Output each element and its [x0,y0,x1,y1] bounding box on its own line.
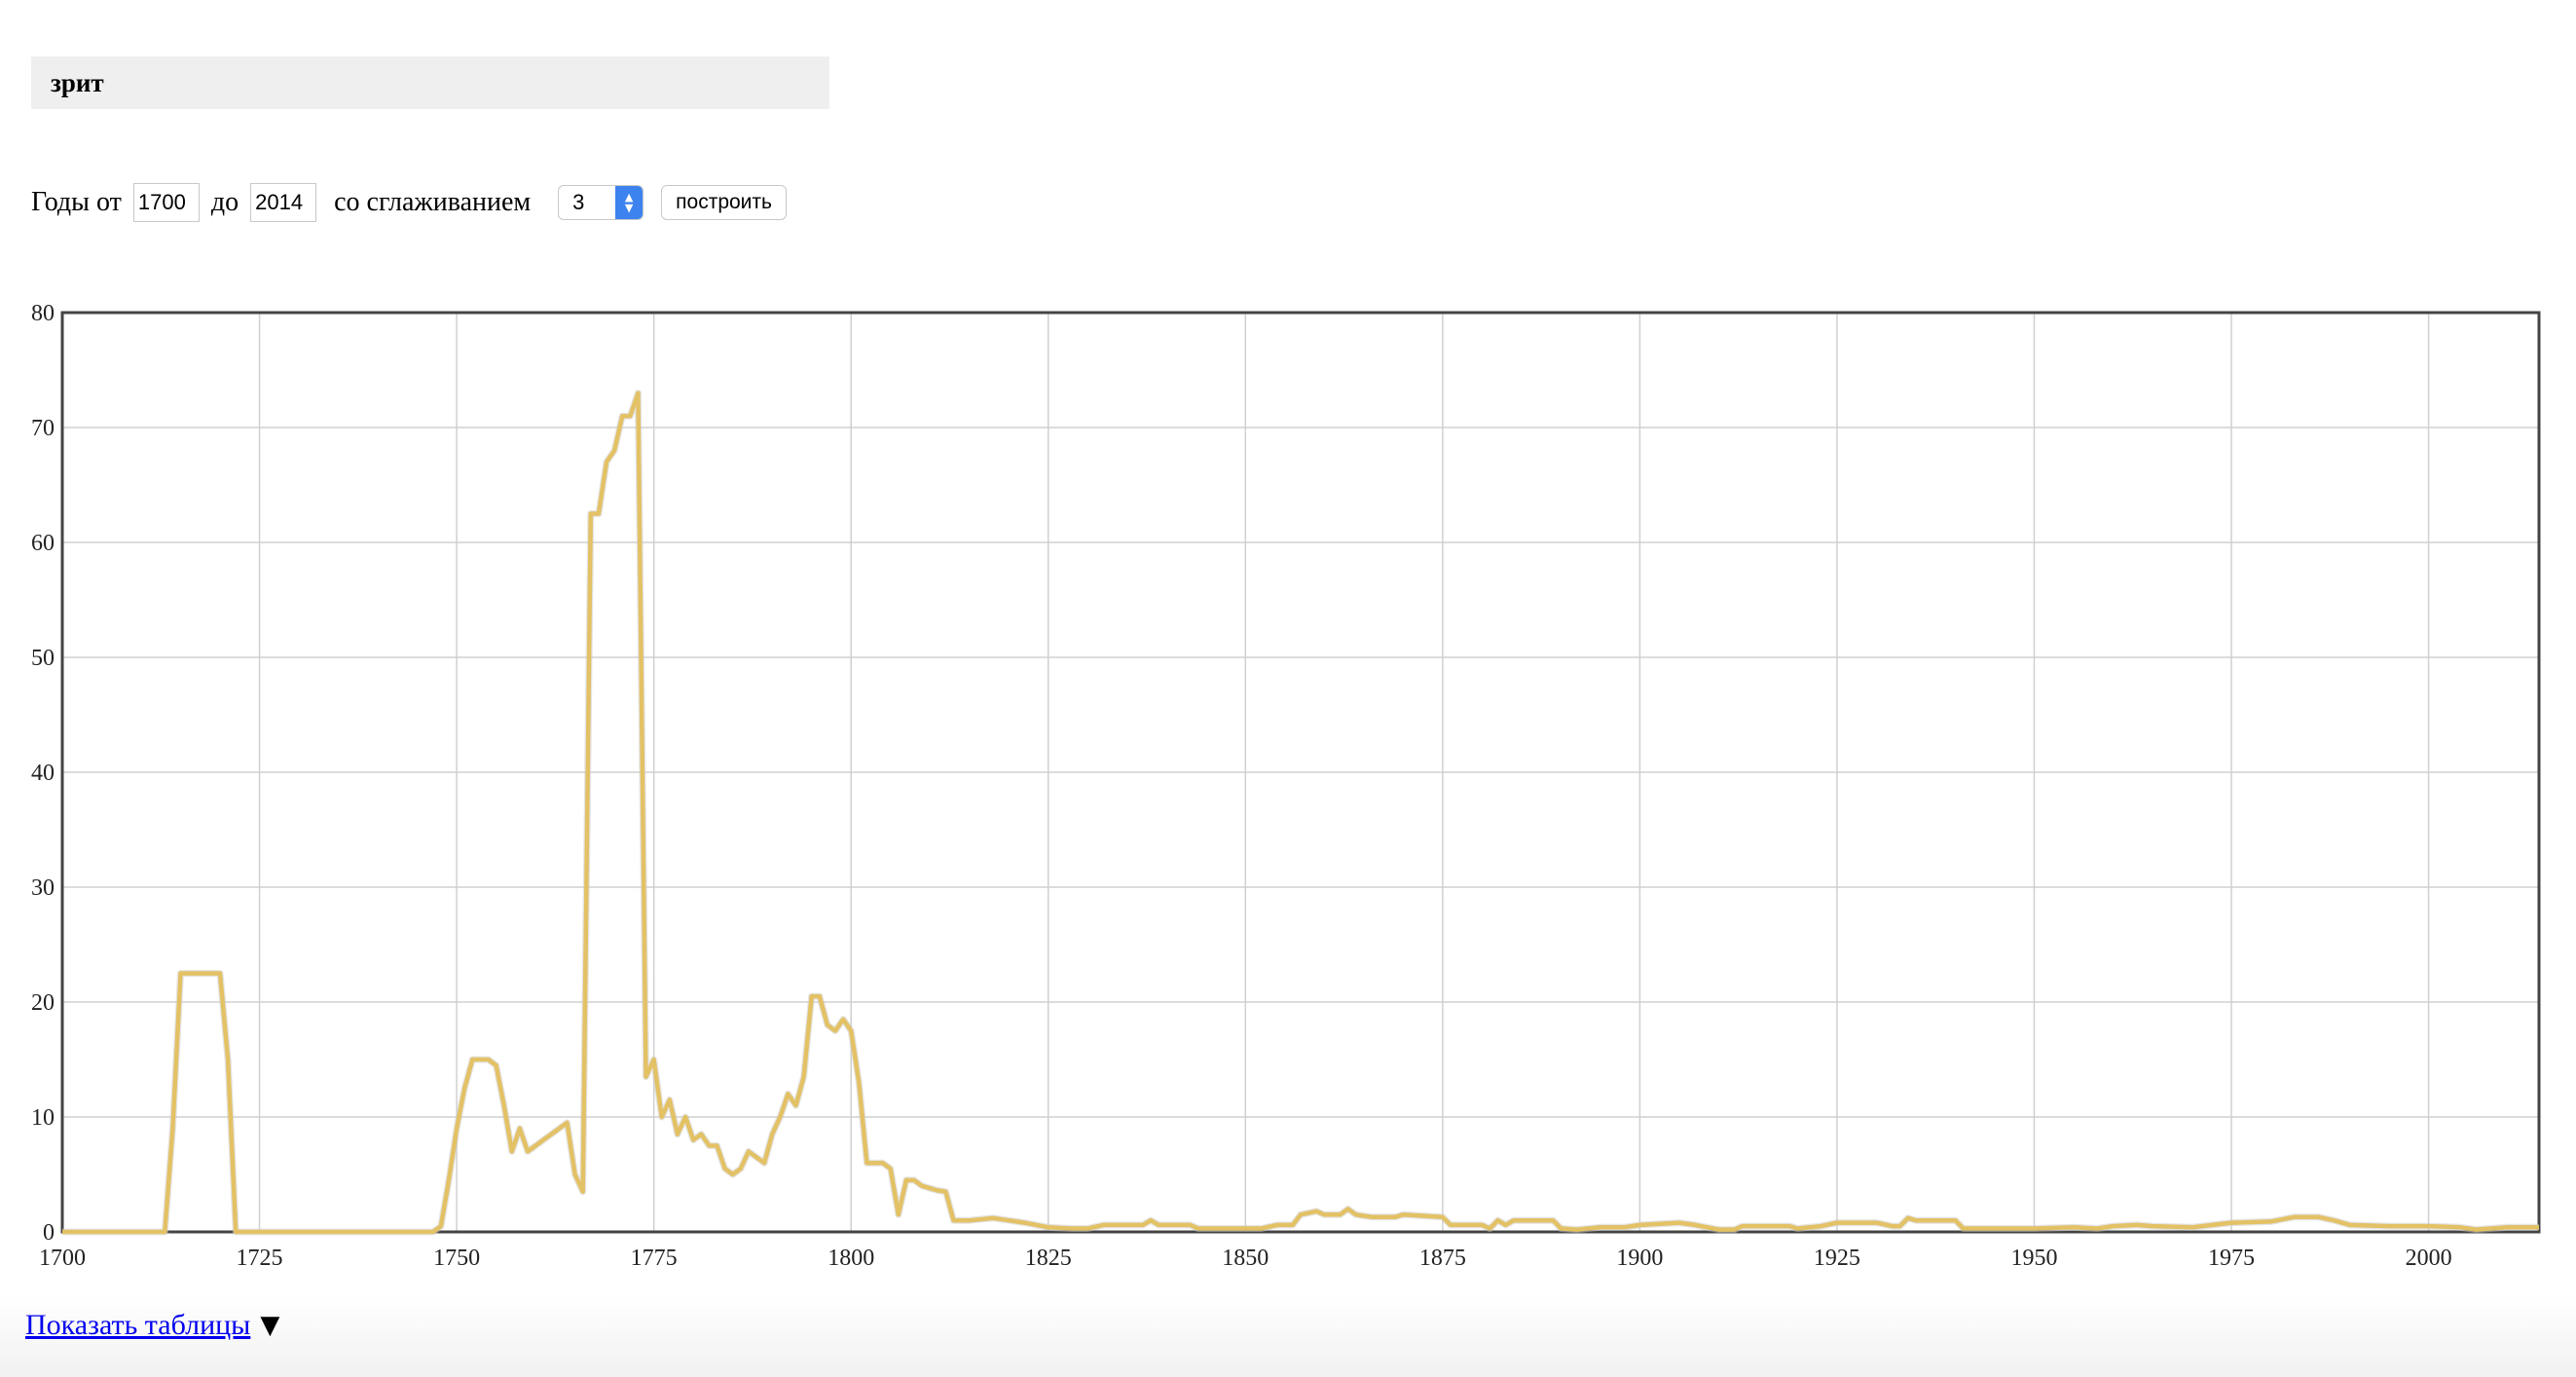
y-tick-label: 70 [31,416,55,441]
x-tick-label: 1750 [433,1246,480,1271]
x-tick-label: 1800 [828,1246,874,1271]
x-tick-label: 1925 [1814,1246,1860,1271]
y-tick-label: 60 [31,531,55,556]
query-field[interactable]: зрит [31,56,829,109]
smoothing-value: 3 [572,190,585,214]
y-tick-label: 20 [31,990,55,1016]
show-tables-row: Показать таблицы ▼ [25,1309,279,1342]
chart-svg: 0 10 20 30 40 50 60 70 80 1700 1725 1750 1775 1800 182… [31,301,2541,1271]
x-tick-label: 1725 [237,1246,283,1271]
years-from-label: Годы от [31,187,122,217]
controls-row: Годы от до со сглаживанием 3 ▲▼ построит… [31,179,787,226]
x-tick-label: 2000 [2406,1246,2452,1271]
series-line [62,391,2539,1235]
show-tables-link[interactable]: Показать таблицы [25,1309,251,1341]
year-to-input[interactable] [250,183,317,222]
footer-area [0,1295,2576,1377]
expand-triangle-icon[interactable]: ▼ [260,1311,280,1340]
x-tick-label: 1950 [2010,1246,2057,1271]
x-tick-label: 1850 [1222,1246,1269,1271]
x-tick-label: 1875 [1419,1246,1466,1271]
to-label: до [210,187,239,217]
y-tick-label: 40 [31,761,55,786]
y-tick-label: 10 [31,1105,55,1131]
y-tick-label: 80 [31,301,55,326]
series-line-shadow [62,390,2539,1236]
x-tick-label: 1700 [39,1246,86,1271]
build-button[interactable]: построить [661,185,787,220]
chart: 0 10 20 30 40 50 60 70 80 1700 1725 1750 1775 1800 182… [0,292,2576,1285]
smoothing-select[interactable]: 3 ▲ ▼ [558,185,644,220]
x-tick-label: 1975 [2208,1246,2255,1271]
query-text: зрит [51,67,104,97]
y-tick-label: 50 [31,646,55,671]
x-tick-label: 1775 [631,1246,678,1271]
plot-frame [60,311,2541,1234]
x-tick-label: 1900 [1616,1246,1663,1271]
year-from-input[interactable] [132,183,200,222]
x-tick-label: 1825 [1025,1246,1072,1271]
y-tick-label: 0 [43,1220,55,1246]
smoothing-label: со сглаживанием [334,187,532,217]
select-arrows-icon: ▲ ▼ [615,186,644,219]
y-tick-label: 30 [31,875,55,901]
